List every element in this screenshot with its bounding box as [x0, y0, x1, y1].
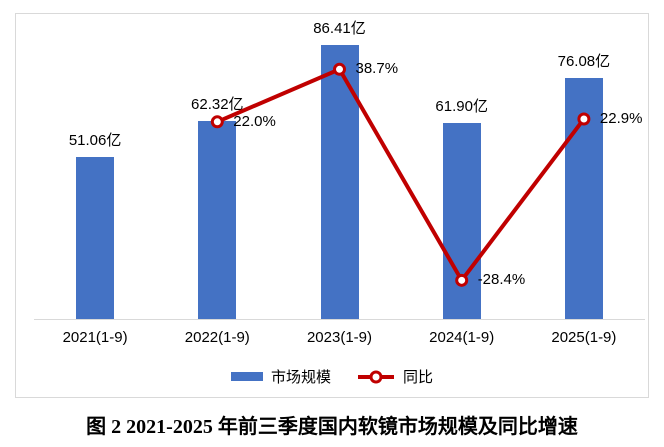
x-axis-tick-label: 2022(1-9) [184, 329, 250, 346]
x-axis-tick-label: 2021(1-9) [62, 329, 128, 346]
legend-label-market-size: 市场规模 [270, 369, 331, 386]
data-point-marker [333, 62, 346, 76]
data-point-marker [210, 115, 224, 129]
bar-value-label: 62.32亿 [191, 96, 244, 114]
yoy-line-series [210, 62, 591, 287]
bar-2021(1-9) [76, 157, 115, 319]
chart-caption: 图 2 2021-2025 年前三季度国内软镜市场规模及同比增速 [86, 416, 578, 438]
plot-area: 51.06亿 2021(1-9) 62.32亿 2022(1-9) 86.41亿 2023… [16, 14, 648, 397]
legend-item-yoy: 同比 [357, 366, 433, 387]
line-series-swatch-icon [357, 370, 395, 384]
x-axis-line [34, 319, 645, 320]
yoy-value-label: 22.0% [233, 112, 276, 130]
bar-value-label: 51.06亿 [68, 132, 122, 150]
legend-label-yoy: 同比 [403, 369, 434, 386]
yoy-value-label: 22.9% [599, 109, 643, 127]
x-axis-tick-label: 2024(1-9) [429, 329, 495, 346]
legend: 市场规模 同比 [16, 366, 648, 387]
bar-2022(1-9) [198, 121, 237, 319]
data-point-marker [455, 273, 469, 287]
bar-value-label: 76.08亿 [557, 52, 611, 70]
x-axis-tick-label: 2023(1-9) [306, 329, 373, 346]
x-axis-tick-label: 2025(1-9) [551, 329, 617, 346]
yoy-line-path [216, 66, 586, 284]
data-point-marker [577, 112, 591, 126]
bar-value-label: 61.90亿 [435, 97, 488, 115]
bar-value-label: 86.41亿 [313, 20, 366, 38]
legend-item-market-size: 市场规模 [230, 366, 331, 387]
yoy-value-label: 38.7% [355, 60, 399, 78]
yoy-value-label: -28.4% [477, 271, 526, 289]
chart-frame: 51.06亿 2021(1-9) 62.32亿 2022(1-9) 86.41亿 2023… [15, 13, 649, 398]
bar-series-swatch-icon [230, 372, 263, 381]
